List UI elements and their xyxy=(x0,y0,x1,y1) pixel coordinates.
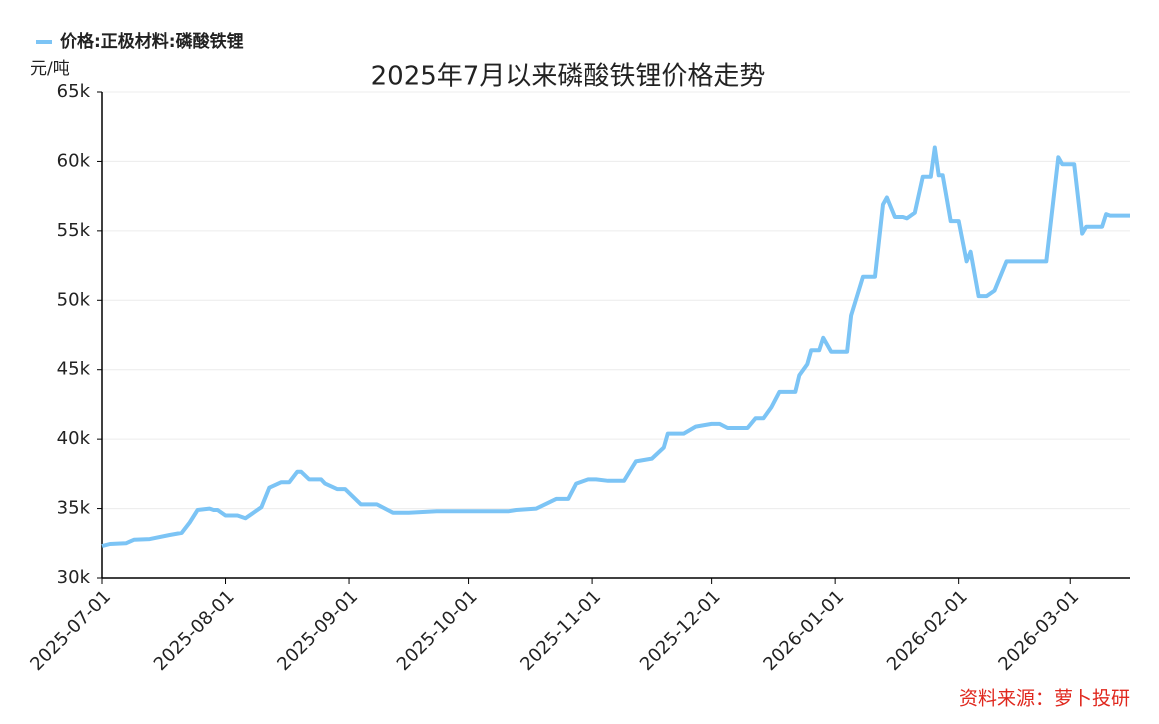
x-tick-label: 2025-10-01 xyxy=(393,586,482,675)
x-tick-label: 2025-12-01 xyxy=(636,586,725,675)
x-tick-label: 2026-02-01 xyxy=(883,586,972,675)
y-tick-label: 50k xyxy=(57,289,91,310)
x-tick-label: 2026-01-01 xyxy=(759,586,848,675)
x-tick-label: 2025-08-01 xyxy=(150,586,239,675)
x-tick-label: 2025-07-01 xyxy=(26,586,115,675)
source-note: 资料来源：萝卜投研 xyxy=(959,688,1130,710)
legend-label: 价格:正极材料:磷酸铁锂 xyxy=(60,31,244,52)
x-tick-label: 2025-09-01 xyxy=(273,586,362,675)
x-tick-label: 2025-11-01 xyxy=(516,586,605,675)
y-tick-label: 30k xyxy=(57,567,91,588)
x-tick-label: 2026-03-01 xyxy=(994,586,1083,675)
y-tick-label: 40k xyxy=(57,428,91,449)
y-tick-label: 65k xyxy=(57,81,91,102)
y-tick-label: 45k xyxy=(57,359,91,380)
chart-title: 2025年7月以来磷酸铁锂价格走势 xyxy=(371,62,766,92)
y-tick-label: 35k xyxy=(57,498,91,519)
y-axis-unit: 元/吨 xyxy=(30,59,70,79)
price-line xyxy=(101,145,1130,549)
y-tick-label: 60k xyxy=(57,150,91,171)
y-tick-label: 55k xyxy=(57,220,91,241)
